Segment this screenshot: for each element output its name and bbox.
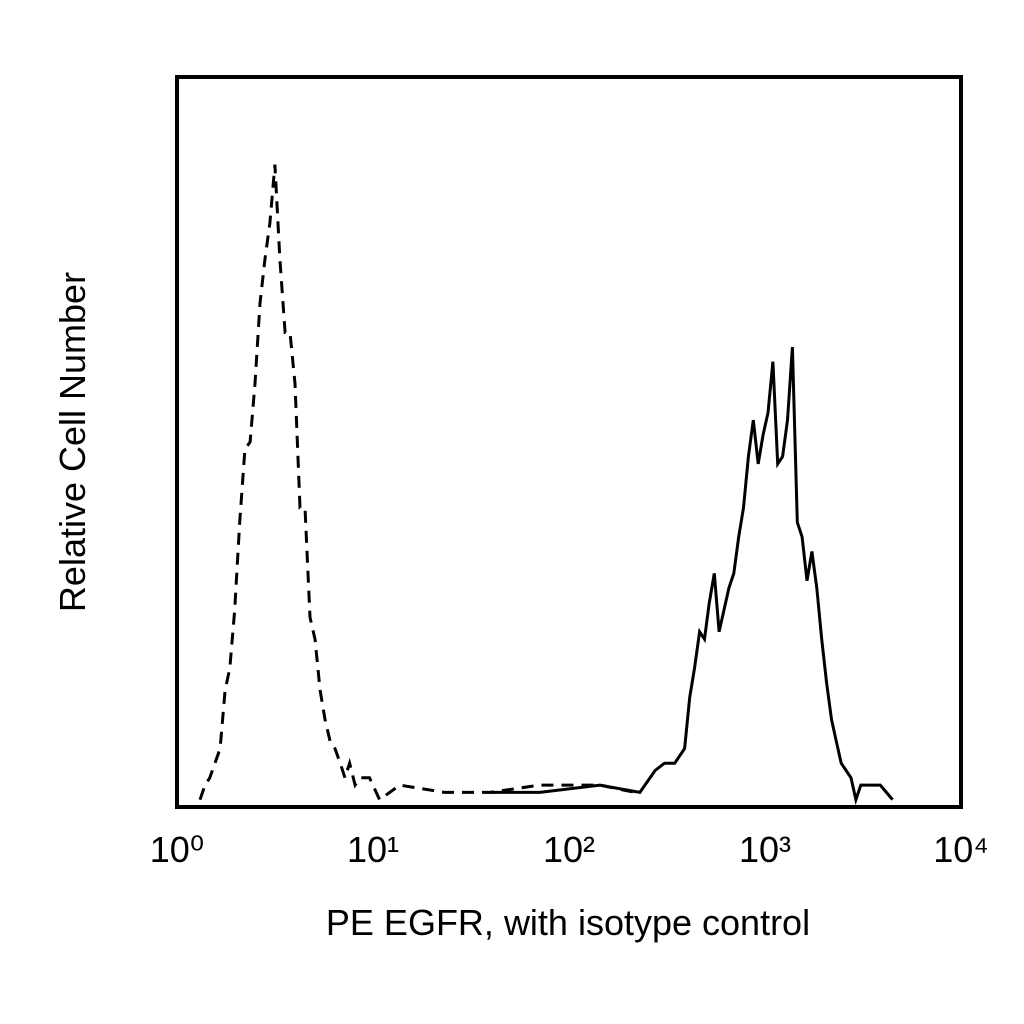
x-tick-label: 10⁴ [933, 829, 989, 870]
histogram-line [198, 164, 636, 802]
x-tick-label: 10⁰ [150, 829, 204, 870]
y-axis-label: Relative Cell Number [52, 272, 93, 612]
histogram-line [490, 346, 894, 806]
x-axis-label: PE EGFR, with isotype control [326, 902, 810, 943]
x-tick-label: 10³ [739, 829, 791, 870]
x-tick-label: 10¹ [347, 829, 399, 870]
plot-frame [175, 75, 963, 809]
x-tick-label: 10² [543, 829, 595, 870]
